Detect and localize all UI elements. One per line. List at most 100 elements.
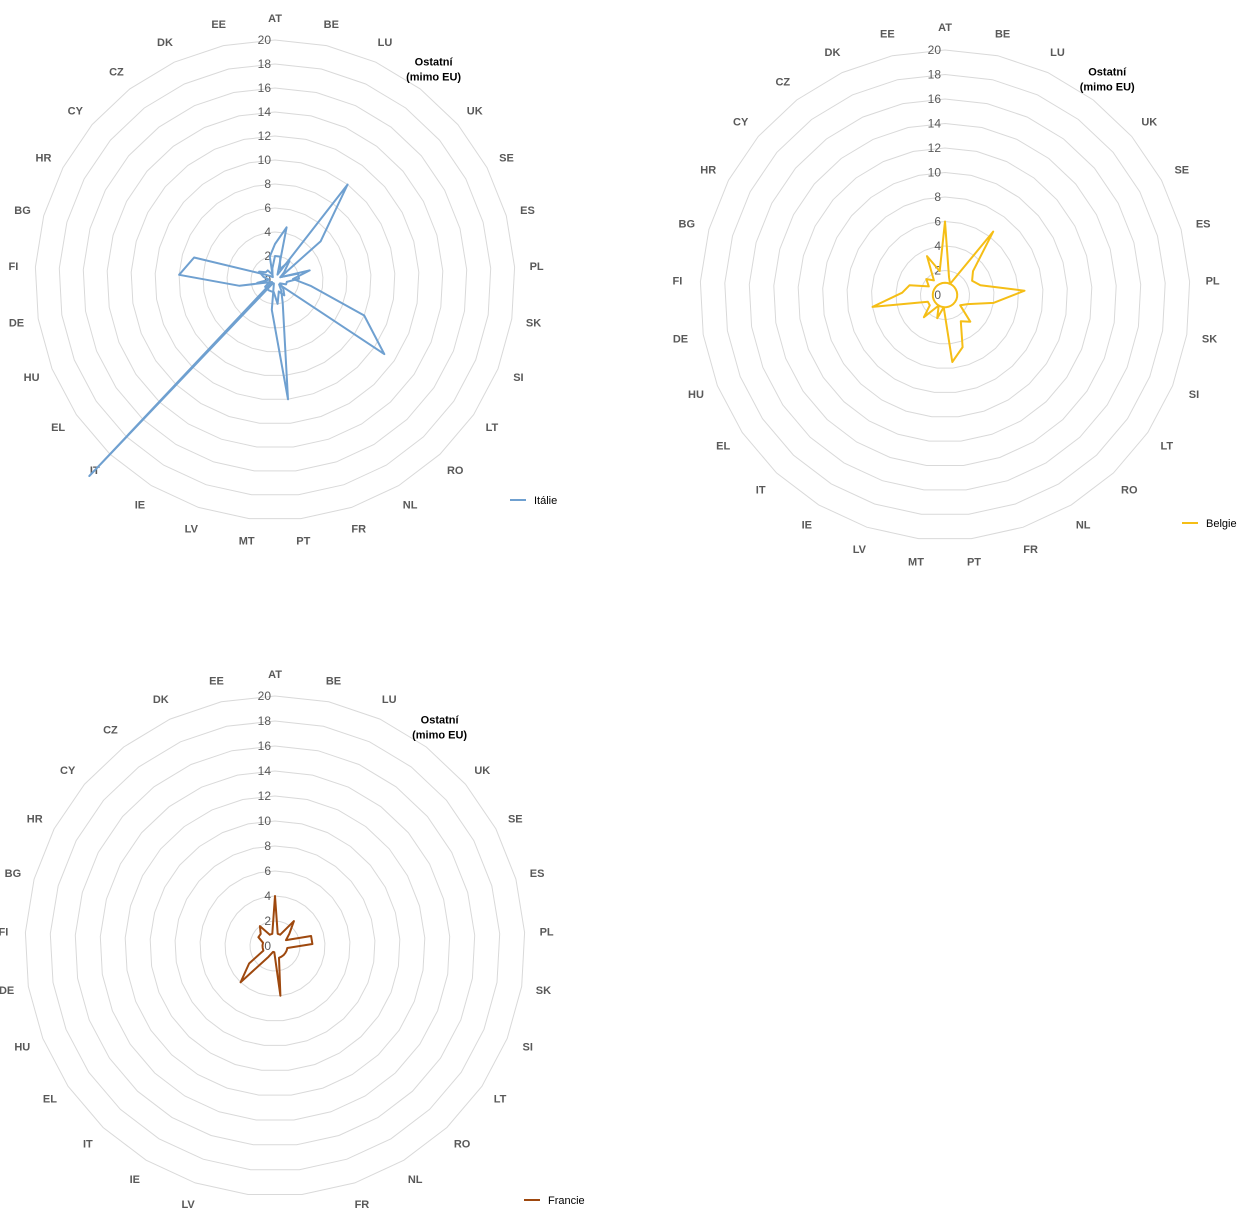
category-label-dk: DK — [157, 37, 173, 49]
category-label-be: BE — [326, 675, 341, 687]
gridline-16 — [748, 98, 1142, 491]
category-label-ro: RO — [447, 465, 464, 477]
radar-chart-belgie: 0 2 4 6 8 10 12 14 16 18 20 AT BE LU Ostatní (mimo EU) U… — [650, 0, 1245, 580]
category-label-nl: NL — [408, 1174, 423, 1186]
category-label-lu: LU — [378, 37, 393, 49]
gridline-12 — [130, 135, 420, 424]
gridline-8 — [178, 183, 372, 376]
gridline-20 — [699, 49, 1191, 540]
tick-label: 2 — [934, 264, 941, 278]
category-label-mt: MT — [239, 536, 255, 548]
category-label-cz: CZ — [775, 77, 790, 89]
gridline-14 — [773, 122, 1117, 466]
category-label-pl: PL — [540, 926, 554, 938]
gridline-18 — [58, 63, 492, 496]
legend-label: Itálie — [534, 495, 557, 507]
category-label-ostatn-mimo-eu: Ostatní (mimo EU) — [406, 56, 461, 83]
category-label-cy: CY — [733, 117, 749, 129]
category-label-ee: EE — [209, 675, 224, 687]
category-label-fr: FR — [351, 523, 366, 535]
category-label-fr: FR — [355, 1199, 370, 1211]
category-label-lt: LT — [1160, 440, 1173, 452]
gridline-14 — [106, 111, 444, 448]
category-label-el: EL — [716, 440, 730, 452]
gridline-6 — [871, 220, 1019, 369]
category-label-ro: RO — [1121, 485, 1138, 497]
category-label-cz: CZ — [103, 725, 118, 737]
category-label-hr: HR — [27, 814, 43, 826]
series-line-unlabeled-1 — [256, 255, 300, 305]
tick-label: 14 — [258, 764, 272, 778]
category-label-at: AT — [938, 22, 952, 34]
gridline-16 — [82, 87, 468, 472]
category-label-it: IT — [756, 485, 766, 497]
tick-label: 4 — [264, 889, 271, 903]
category-label-lv: LV — [185, 523, 199, 535]
category-label-hr: HR — [700, 165, 716, 177]
category-label-hu: HU — [24, 372, 40, 384]
category-label-es: ES — [520, 205, 535, 217]
tick-label: 16 — [258, 81, 272, 95]
category-label-se: SE — [1174, 165, 1189, 177]
tick-label: 8 — [264, 177, 271, 191]
series-line-belgie — [871, 220, 1026, 363]
category-label-fr: FR — [1023, 544, 1038, 556]
category-label-lv: LV — [853, 544, 867, 556]
tick-label: 4 — [934, 239, 941, 253]
tick-label: 18 — [258, 57, 272, 71]
category-label-si: SI — [513, 372, 523, 384]
category-label-be: BE — [324, 19, 339, 31]
gridline-20 — [24, 695, 526, 1195]
category-label-cz: CZ — [109, 66, 124, 78]
category-label-es: ES — [1196, 218, 1211, 230]
tick-label: 20 — [928, 43, 942, 57]
category-label-ie: IE — [135, 500, 145, 512]
gridline-4 — [895, 245, 995, 345]
category-label-de: DE — [0, 985, 14, 997]
radar-gridlines — [699, 49, 1191, 540]
gridline-2 — [250, 255, 300, 305]
radar-gridlines — [34, 39, 516, 520]
category-label-lu: LU — [1050, 47, 1065, 59]
category-label-uk: UK — [467, 105, 483, 117]
series-line-it-lie — [88, 183, 386, 477]
category-label-bg: BG — [5, 868, 22, 880]
gridline-18 — [49, 720, 501, 1171]
gridline-14 — [99, 770, 451, 1121]
tick-label: 4 — [264, 225, 271, 239]
tick-label: 18 — [258, 714, 272, 728]
category-label-fi: FI — [9, 261, 19, 273]
gridline-12 — [797, 147, 1093, 442]
category-label-pt: PT — [296, 536, 310, 548]
category-label-at: AT — [268, 669, 282, 681]
tick-label: 16 — [928, 92, 942, 106]
category-label-lt: LT — [494, 1094, 507, 1106]
category-label-sk: SK — [1202, 333, 1217, 345]
legend-item: Belgie — [1182, 518, 1237, 530]
tick-label: 10 — [258, 814, 272, 828]
category-label-fi: FI — [0, 926, 8, 938]
tick-label: 6 — [934, 215, 941, 229]
gridline-6 — [202, 207, 348, 353]
legend-label: Belgie — [1206, 518, 1237, 530]
category-label-de: DE — [673, 333, 688, 345]
category-label-hu: HU — [14, 1042, 30, 1054]
category-label-at: AT — [268, 13, 282, 25]
radar-chart-italie: 0 2 4 6 8 10 12 14 16 18 20 AT BE LU Ostatní (mimo EU) U… — [0, 0, 600, 560]
category-label-bg: BG — [679, 218, 696, 230]
tick-label: 20 — [258, 33, 272, 47]
radar-gridlines — [24, 695, 526, 1195]
tick-label: 16 — [258, 739, 272, 753]
category-label-cy: CY — [68, 105, 84, 117]
gridline-10 — [149, 820, 401, 1071]
series-line-francie — [239, 895, 314, 997]
category-label-uk: UK — [1141, 117, 1157, 129]
gridline-2 — [249, 920, 301, 972]
category-label-hr: HR — [36, 152, 52, 164]
category-label-ostatn-mimo-eu: Ostatní (mimo EU) — [1080, 67, 1135, 94]
category-label-ie: IE — [130, 1174, 140, 1186]
gridline-10 — [822, 171, 1068, 418]
